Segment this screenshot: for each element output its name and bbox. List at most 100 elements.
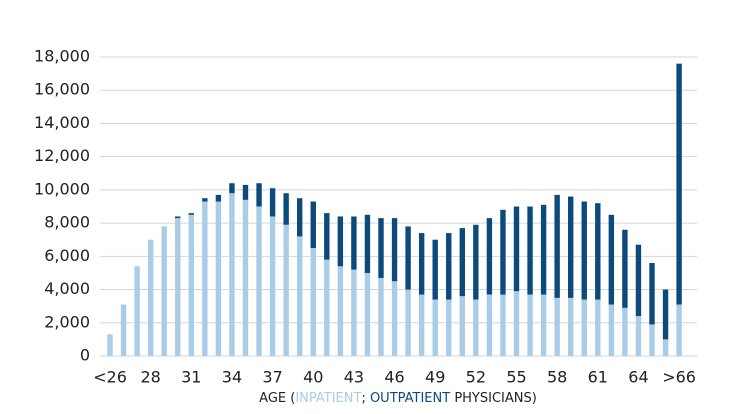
bar-segment	[473, 224, 479, 300]
bar-segment	[473, 299, 479, 356]
y-tick-label: 4,000	[44, 279, 90, 298]
bar-segment	[649, 262, 655, 325]
bar-segment	[202, 198, 208, 202]
y-tick-label: 6,000	[44, 246, 90, 265]
bar-segment	[513, 206, 520, 292]
bar-segment	[513, 291, 520, 356]
bar-segment	[676, 63, 682, 305]
bar-segment	[310, 201, 316, 249]
bar-segment	[188, 213, 194, 215]
x-label-part: PHYSICIANS)	[450, 391, 537, 406]
legend-outpatient: OUTPATIENT	[370, 391, 450, 406]
bar-segment	[256, 206, 262, 356]
legend-inpatient: INPATIENT	[295, 391, 361, 406]
bar-segment	[405, 289, 411, 356]
x-tick-label: 28	[140, 368, 160, 387]
bar-segment	[351, 216, 357, 270]
bar-segment	[269, 216, 276, 356]
bar-segment	[486, 294, 493, 356]
x-tick-label: 52	[466, 368, 486, 387]
bar-segment	[432, 299, 438, 356]
bar-segment	[581, 299, 587, 356]
x-tick-label: 58	[547, 368, 567, 387]
x-tick-label: 64	[628, 368, 648, 387]
bar-segment	[391, 281, 398, 356]
x-tick-label: 40	[303, 368, 323, 387]
bar-segment	[554, 297, 560, 356]
bar-segment	[256, 183, 262, 207]
bar-segment	[500, 294, 506, 356]
bar-segment	[662, 339, 669, 356]
bar-segment	[676, 304, 682, 356]
x-tick-label: <26	[93, 368, 127, 387]
bar-segment	[554, 194, 560, 298]
bar-segment	[500, 209, 506, 295]
bar-segment	[446, 299, 452, 356]
bar-segment	[635, 316, 642, 356]
bar-segment	[486, 218, 493, 295]
bar-segment	[622, 307, 628, 356]
bar-segment	[378, 218, 384, 278]
bar-segment	[283, 193, 289, 225]
bar-segment	[337, 216, 344, 267]
bar-segment	[378, 277, 384, 356]
y-tick-label: 0	[80, 346, 90, 365]
bar-segment	[188, 214, 194, 356]
bar-segment	[161, 226, 167, 356]
y-tick-label: 18,000	[34, 47, 90, 66]
bar-segment	[134, 266, 140, 356]
bar-segment	[242, 184, 249, 200]
x-label-part: ;	[361, 391, 370, 406]
bar-segment	[297, 236, 303, 356]
bar-segment	[418, 233, 425, 295]
x-tick-label: 43	[344, 368, 364, 387]
bar-segment	[608, 214, 615, 305]
bar-segment	[175, 218, 181, 356]
bar-segment	[662, 289, 669, 340]
bar-segment	[310, 248, 316, 356]
bar-segment	[324, 259, 330, 356]
bar-segment	[283, 224, 289, 356]
y-tick-label: 2,000	[44, 312, 90, 331]
x-tick-label: 37	[262, 368, 282, 387]
bar-segment	[215, 194, 222, 202]
bar-segment	[405, 226, 411, 290]
bar-segment	[608, 304, 615, 356]
bar-segment	[622, 229, 628, 308]
bar-segment	[364, 214, 371, 273]
bar-segment	[595, 299, 601, 356]
y-tick-label: 14,000	[34, 113, 90, 132]
bar-segment	[391, 218, 398, 282]
bar-segment	[540, 294, 547, 356]
bar-segment	[242, 199, 249, 356]
bar-segment	[459, 228, 465, 297]
bar-segment	[175, 216, 181, 219]
bar-segment	[649, 324, 655, 356]
bar-segment	[229, 193, 235, 356]
bar-segment	[527, 294, 533, 356]
x-tick-label: 46	[384, 368, 404, 387]
x-axis-label: AGE (INPATIENT; OUTPATIENT PHYSICIANS)	[259, 391, 537, 406]
x-tick-label: 34	[222, 368, 242, 387]
bar-segment	[581, 201, 587, 300]
bar-segment	[202, 201, 208, 356]
bar-segment	[120, 304, 127, 356]
bar-segment	[568, 297, 574, 356]
bar-segment	[351, 269, 357, 356]
x-tick-label: 49	[425, 368, 445, 387]
bar-segment	[337, 266, 344, 356]
bar-segment	[635, 244, 642, 317]
y-tick-label: 8,000	[44, 213, 90, 232]
bar-segment	[418, 294, 425, 356]
bar-segment	[107, 334, 113, 356]
bar-segment	[568, 196, 574, 298]
bar-segment	[540, 204, 547, 295]
x-tick-label: 55	[506, 368, 526, 387]
bar-segment	[324, 213, 330, 260]
bar-segment	[595, 203, 601, 300]
y-tick-label: 12,000	[34, 146, 90, 165]
x-label-part: AGE (	[259, 391, 295, 406]
bar-segment	[432, 239, 438, 300]
x-tick-label: 61	[588, 368, 608, 387]
